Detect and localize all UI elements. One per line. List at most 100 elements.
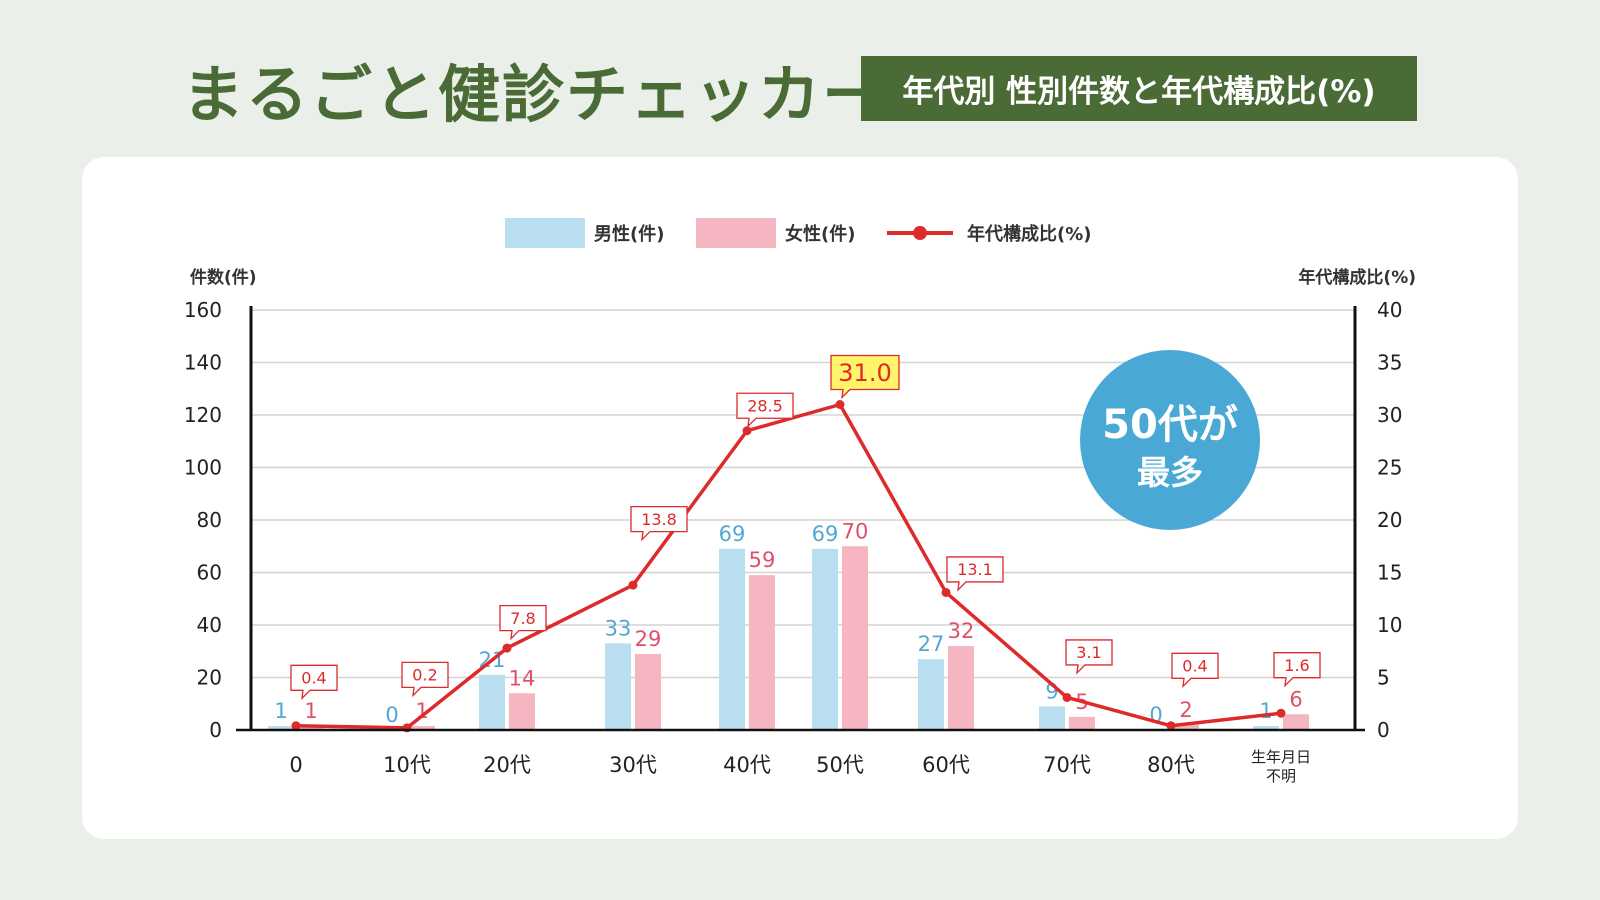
- ratio-point: [941, 587, 951, 597]
- bar-label-female: 2: [1179, 698, 1192, 722]
- y-tick-right: 5: [1377, 666, 1390, 690]
- x-tick-label: 30代: [609, 753, 657, 777]
- bar-label-female: 29: [635, 627, 662, 651]
- ratio-label-text: 13.8: [641, 510, 677, 529]
- ratio-label: 0.4: [290, 664, 338, 701]
- ratio-label: 3.1: [1065, 639, 1113, 675]
- ratio-line-series: 0.4 0.2 7.8 13.8 28.5 31.0 13.1 3.1 0.4 1.6: [290, 354, 1321, 733]
- ratio-label: 31.0: [830, 354, 900, 400]
- bar-female: [1283, 714, 1309, 730]
- ratio-point: [502, 643, 512, 653]
- y-tick-right: 35: [1377, 351, 1402, 375]
- bar-female: [842, 546, 868, 730]
- ratio-label: 13.1: [946, 556, 1004, 592]
- ratio-label-text: 13.1: [957, 560, 993, 579]
- bar-label-female: 14: [509, 666, 536, 690]
- bar-label-male: 1: [1259, 699, 1272, 723]
- ratio-label: 28.5: [736, 392, 794, 429]
- y-tick-right: 40: [1377, 298, 1402, 322]
- y-tick-left: 120: [184, 403, 222, 427]
- y-tick-right: 15: [1377, 561, 1402, 585]
- x-tick-label: 10代: [383, 753, 431, 777]
- bar-male: [479, 674, 505, 730]
- ratio-label-text: 3.1: [1076, 643, 1101, 662]
- bar-label-female: 59: [749, 548, 776, 572]
- y-tick-left: 20: [197, 666, 222, 690]
- ratio-point: [742, 426, 752, 436]
- bar-female: [635, 653, 661, 730]
- legend-label-female: 女性(件): [785, 223, 855, 245]
- ratio-label-text: 31.0: [838, 359, 891, 387]
- bar-male: [1253, 726, 1279, 730]
- y-tick-right: 10: [1377, 613, 1402, 637]
- bar-label-male: 1: [274, 699, 287, 723]
- legend-swatch-male: [505, 218, 585, 248]
- y-tick-right: 20: [1377, 508, 1402, 532]
- ratio-point: [835, 400, 845, 409]
- ratio-label-text: 1.6: [1284, 656, 1309, 675]
- bar-label-male: 0: [385, 703, 398, 727]
- bar-label-female: 32: [948, 619, 975, 643]
- ratio-point: [291, 721, 301, 731]
- legend-marker-ratio: [913, 226, 927, 240]
- ratio-point: [1166, 721, 1176, 731]
- x-tick-label: 20代: [483, 753, 531, 777]
- bar-label-female: 6: [1289, 687, 1302, 711]
- bar-male: [812, 548, 838, 730]
- callout-line1: 50代が: [1102, 402, 1238, 448]
- y-tick-right: 0: [1377, 718, 1390, 742]
- callout-line2: 最多: [1137, 453, 1203, 492]
- x-tick-label: 40代: [723, 753, 771, 777]
- bar-female: [298, 726, 324, 730]
- bar-label-male: 33: [605, 616, 632, 640]
- bar-male: [605, 643, 631, 730]
- y-tick-right: 30: [1377, 403, 1402, 427]
- x-tick-label: 80代: [1147, 753, 1195, 777]
- bar-label-male: 69: [812, 522, 839, 546]
- subtitle-badge: 年代別 性別件数と年代構成比(%): [861, 56, 1417, 121]
- chart-legend: 男性(件) 女性(件) 年代構成比(%): [505, 218, 1092, 248]
- x-tick-label: 70代: [1043, 753, 1091, 777]
- y-tick-right: 25: [1377, 456, 1402, 480]
- bar-male: [918, 659, 944, 730]
- bar-female: [509, 693, 535, 730]
- axes: [236, 306, 1365, 732]
- ratio-label-text: 0.2: [412, 666, 437, 685]
- legend-label-male: 男性(件): [594, 223, 664, 245]
- ratio-label: 13.8: [630, 505, 688, 542]
- ratio-label: 0.2: [401, 661, 449, 698]
- y-tick-left: 0: [209, 718, 222, 742]
- ratio-label-text: 28.5: [747, 397, 783, 416]
- legend-label-ratio: 年代構成比(%): [967, 223, 1092, 245]
- bar-label-male: 69: [719, 522, 746, 546]
- ratio-label: 0.4: [1171, 652, 1219, 689]
- bar-label-female: 1: [304, 699, 317, 723]
- bar-female: [1173, 724, 1199, 730]
- bar-male: [719, 548, 745, 730]
- y-tick-left: 100: [184, 456, 222, 480]
- ratio-point: [1276, 708, 1286, 718]
- legend-swatch-female: [696, 218, 776, 248]
- x-tick-label: 50代: [816, 753, 864, 777]
- bar-female: [409, 726, 435, 730]
- x-tick-label: 0: [289, 753, 302, 777]
- ratio-label: 7.8: [499, 604, 547, 641]
- ratio-label-text: 7.8: [510, 609, 535, 628]
- callout-circle: [1080, 350, 1260, 530]
- max-callout: 50代が 最多: [1080, 350, 1260, 530]
- x-tick-label: 生年月日不明: [1251, 748, 1311, 785]
- y-tick-left: 60: [197, 561, 222, 585]
- ratio-label-text: 0.4: [1182, 657, 1207, 676]
- page-title: まるごと健診チェッカー: [182, 58, 887, 131]
- bar-male: [1039, 706, 1065, 730]
- ratio-label: 1.6: [1273, 652, 1321, 688]
- y-axis-left-label: 件数(件): [190, 267, 257, 288]
- ratio-label-text: 0.4: [301, 669, 326, 688]
- bar-label-female: 70: [842, 519, 869, 543]
- bar-male: [268, 726, 294, 730]
- bar-label-male: 27: [918, 632, 945, 656]
- y-tick-left: 80: [197, 508, 222, 532]
